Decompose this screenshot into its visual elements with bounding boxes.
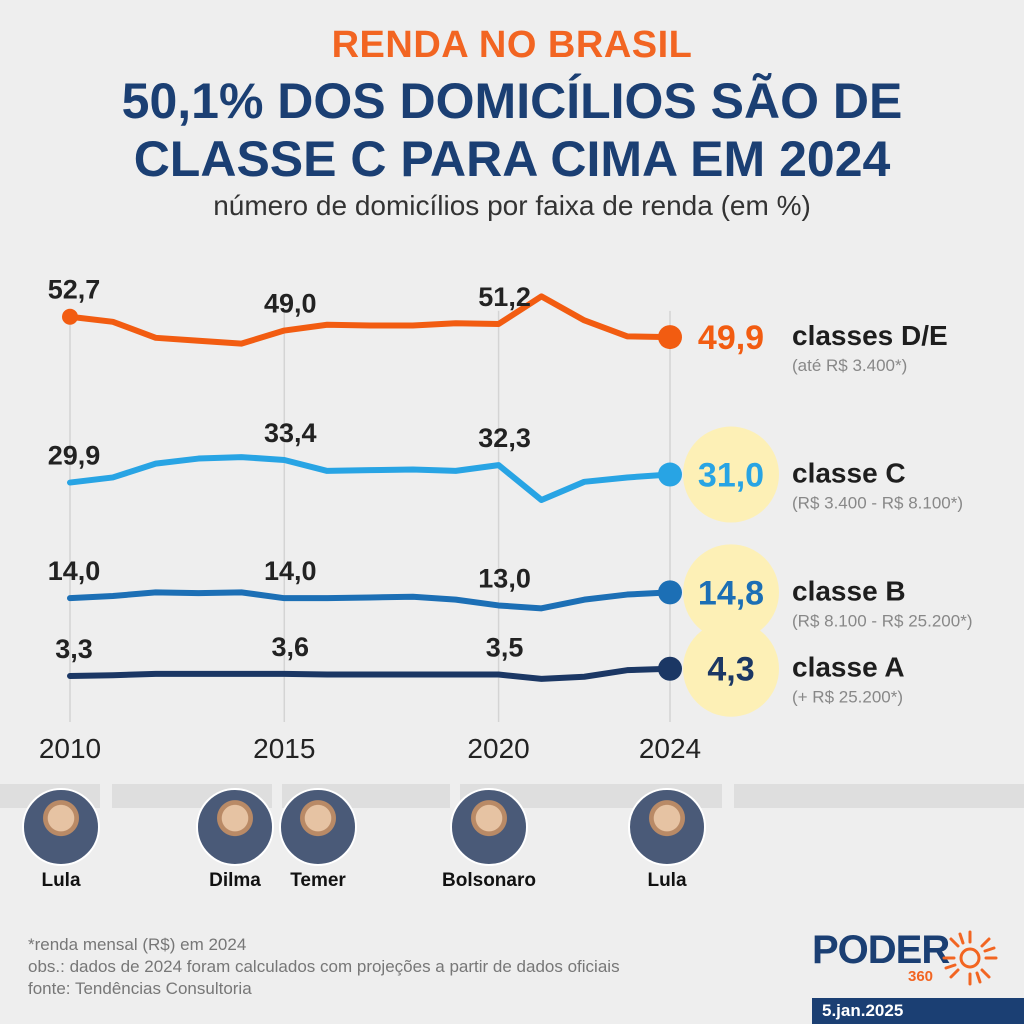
brand-sub: 360 [908, 968, 934, 985]
series-end-point [658, 656, 682, 681]
president-name: Lula [647, 870, 687, 891]
series-range-note: (+ R$ 25.200*) [792, 688, 903, 707]
president-name: Bolsonaro [442, 870, 536, 891]
president-2: Temer [263, 788, 373, 892]
data-label: 32,3 [478, 423, 531, 453]
president-photo [196, 788, 274, 866]
footnote-obs: obs.: dados de 2024 foram calculados com… [28, 957, 620, 976]
end-value-label: 4,3 [707, 651, 754, 689]
data-label: 3,3 [55, 634, 93, 664]
date-badge: 5.jan.2025 [812, 998, 1024, 1024]
series-end-point [658, 325, 682, 350]
series-name-label: classe B [792, 575, 906, 606]
president-3: Bolsonaro [434, 788, 544, 892]
series-range-note: (até R$ 3.400*) [792, 356, 907, 375]
data-label: 13,0 [478, 563, 531, 593]
president-name: Lula [41, 870, 81, 891]
footnotes: *renda mensal (R$) em 2024 obs.: dados d… [28, 934, 620, 1000]
timeline-segment [734, 784, 1024, 808]
kicker: RENDA NO BRASIL [331, 24, 693, 66]
end-value-label: 49,9 [698, 319, 764, 357]
end-value-halo [683, 544, 779, 641]
data-label: 29,9 [48, 441, 101, 471]
brand-logo: PODER 360 [812, 928, 1002, 988]
president-4: Lula [612, 788, 722, 892]
x-tick-label: 2015 [253, 733, 315, 764]
end-value-halo [683, 620, 779, 717]
president-photo [450, 788, 528, 866]
president-name: Dilma [209, 870, 261, 891]
president-photo [22, 788, 100, 866]
brand-name: PODER [812, 928, 950, 972]
footnote-source: fonte: Tendências Consultoria [28, 979, 252, 998]
data-label: 14,0 [264, 556, 317, 586]
data-label: 51,2 [478, 282, 531, 312]
series-range-note: (R$ 8.100 - R$ 25.200*) [792, 611, 973, 630]
title-line-1: 50,1% DOS DOMICÍLIOS SÃO DE [121, 73, 903, 129]
series-range-note: (R$ 3.400 - R$ 8.100*) [792, 494, 963, 513]
subtitle: número de domicílios por faixa de renda … [213, 190, 811, 221]
line-chart: 2010 2015 2020 2024 52,7 49,0 51,2 49,9 classes … [39, 275, 973, 764]
data-label: 33,4 [264, 418, 317, 448]
data-label: 49,0 [264, 289, 317, 319]
series-end-point [658, 462, 682, 487]
series-line-c [67, 454, 673, 503]
series-name-label: classes D/E [792, 320, 948, 351]
president-name: Temer [290, 870, 346, 891]
sun-icon [942, 930, 998, 986]
series-name-label: classe C [792, 458, 906, 489]
series-name-label: classe A [792, 652, 905, 683]
data-label: 3,5 [486, 633, 524, 663]
president-photo [628, 788, 706, 866]
president-1: Dilma [180, 788, 290, 892]
end-value-label: 31,0 [698, 457, 764, 495]
x-tick-label: 2024 [639, 733, 701, 764]
data-label: 52,7 [48, 275, 101, 305]
end-value-label: 14,8 [698, 574, 764, 612]
x-tick-label: 2020 [467, 733, 529, 764]
end-value-halo [683, 426, 779, 523]
title-line-2: CLASSE C PARA CIMA EM 2024 [133, 131, 891, 187]
data-label: 14,0 [48, 556, 101, 586]
series-line-a [67, 665, 673, 682]
president-photo [279, 788, 357, 866]
footnote-income: *renda mensal (R$) em 2024 [28, 935, 247, 954]
series-line-de [67, 293, 673, 347]
president-0: Lula [6, 788, 116, 892]
data-label: 3,6 [272, 632, 310, 662]
series-start-point [62, 308, 78, 325]
series-line-b [67, 589, 673, 612]
x-tick-label: 2010 [39, 733, 101, 764]
page-title: 50,1% DOS DOMICÍLIOS SÃO DE CLASSE C PAR… [0, 72, 1024, 188]
series-end-point [658, 580, 682, 605]
